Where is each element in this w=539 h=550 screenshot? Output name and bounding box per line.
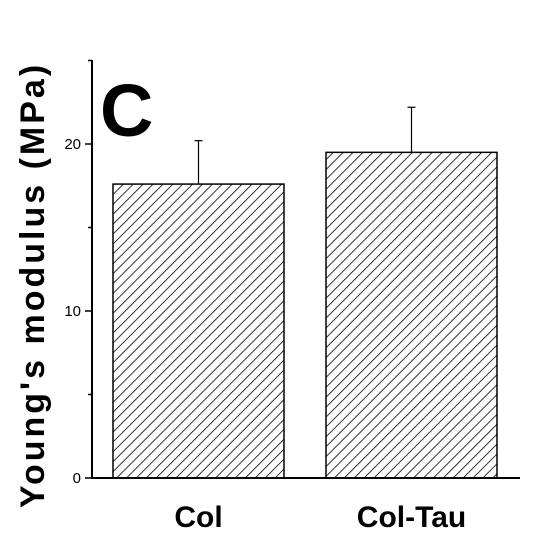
y-tick-label: 10 xyxy=(64,303,81,320)
y-tick-label: 20 xyxy=(64,136,81,153)
y-tick-label: 0 xyxy=(73,470,81,487)
y-ticks: 0 10 20 xyxy=(64,59,92,487)
bar-col xyxy=(112,183,285,479)
error-bars-layer xyxy=(194,106,416,185)
bars-layer xyxy=(112,151,498,479)
panel-label: C xyxy=(100,69,153,152)
category-label: Col-Tau xyxy=(357,501,466,534)
category-label: Col xyxy=(174,501,222,534)
bar-col-tau xyxy=(325,151,498,479)
y-axis-title: Young's modulus (MPa) xyxy=(14,62,52,508)
category-labels: Col Col-Tau xyxy=(174,501,466,534)
